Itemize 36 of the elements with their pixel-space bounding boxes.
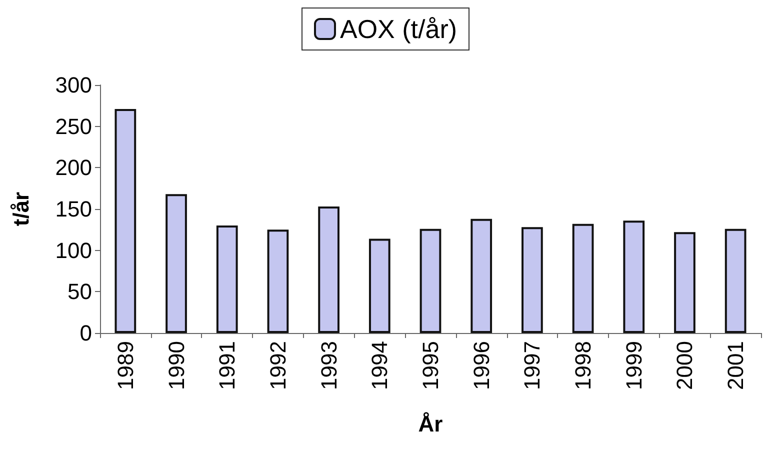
- y-tick-label: 100: [55, 238, 92, 263]
- bar: [572, 224, 594, 333]
- bar: [368, 238, 390, 333]
- y-tick-label: 0: [80, 320, 92, 346]
- bar: [674, 232, 696, 333]
- bar: [724, 228, 746, 333]
- x-tick-label: 1990: [164, 341, 189, 390]
- bar: [318, 206, 340, 333]
- y-tick-label: 300: [55, 72, 92, 98]
- x-tick-label: 1995: [418, 341, 443, 390]
- x-tick-label: 1993: [316, 341, 342, 390]
- bar: [623, 220, 645, 333]
- x-tick-label: 1996: [468, 341, 494, 390]
- x-tick-label: 1999: [621, 341, 646, 390]
- x-tick-label: 1994: [367, 341, 392, 390]
- y-tick-label: 150: [55, 196, 92, 222]
- y-tick-label: 200: [55, 155, 92, 180]
- y-tick-label: 250: [55, 114, 92, 139]
- bar: [114, 108, 136, 333]
- y-axis-title: t/år: [8, 191, 34, 226]
- bar: [420, 228, 442, 333]
- x-tick-label: 2001: [723, 341, 748, 390]
- x-tick-label: 1989: [112, 341, 138, 390]
- x-tick-label: 1997: [520, 341, 545, 390]
- bar: [216, 226, 238, 333]
- bar: [267, 230, 289, 333]
- x-tick-label: 1998: [570, 341, 596, 390]
- legend-label: AOX (t/år): [340, 14, 458, 44]
- x-axis-title: År: [418, 412, 444, 436]
- bar: [470, 218, 492, 333]
- x-tick-label: 1991: [214, 341, 240, 390]
- x-tick-label: 2000: [672, 341, 698, 390]
- y-tick-label: 50: [68, 279, 92, 304]
- x-tick-label: 1992: [265, 341, 290, 390]
- bar: [166, 194, 187, 333]
- bar: [522, 227, 543, 333]
